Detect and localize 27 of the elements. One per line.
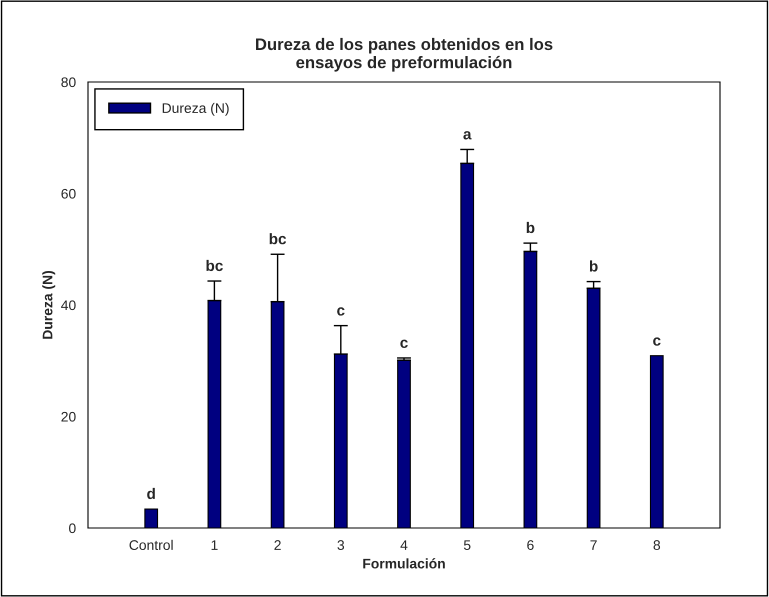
annotation: bc — [206, 260, 223, 272]
annotation: b — [590, 260, 598, 272]
y-axis-title: Dureza (N) — [42, 270, 56, 339]
x-tick-label: Control — [130, 540, 173, 550]
y-tick-label: 0 — [69, 523, 76, 534]
annotation: d — [147, 488, 155, 500]
y-tick-label: 60 — [61, 188, 76, 199]
annotation: b — [526, 222, 534, 234]
x-tick-label: 7 — [590, 540, 597, 550]
chart-title: Dureza de los panes obtenidos en los ensayos de preformulación — [256, 38, 552, 72]
annotation: c — [653, 337, 661, 346]
x-tick-label: 4 — [400, 540, 408, 550]
annotation: c — [400, 340, 408, 348]
y-tick-label: 40 — [61, 300, 76, 310]
x-tick-label: 8 — [654, 540, 660, 550]
x-tick-label: 3 — [337, 540, 344, 550]
x-axis-title: Formulación — [363, 558, 445, 569]
y-tick-label: 80 — [61, 77, 76, 88]
annotation: a — [463, 131, 472, 140]
legend-label: Dureza (N) — [162, 102, 229, 116]
x-tick-label: 6 — [527, 540, 534, 550]
x-tick-label: 1 — [212, 540, 218, 550]
x-tick-label: 5 — [464, 540, 470, 550]
y-tick-label: 20 — [61, 412, 76, 422]
annotation: c — [337, 307, 345, 316]
x-tick-label: 2 — [274, 540, 281, 550]
annotation: bc — [270, 233, 286, 244]
